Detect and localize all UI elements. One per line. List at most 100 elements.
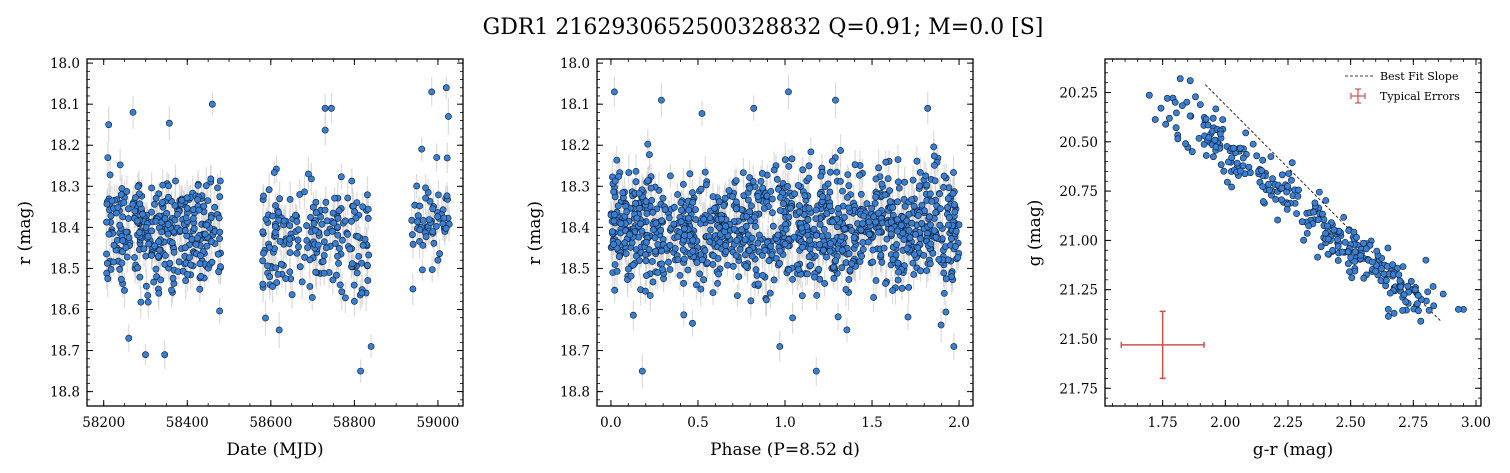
data-point [327, 104, 335, 112]
data-point [1414, 292, 1422, 299]
data-point [898, 284, 906, 292]
data-point [144, 292, 152, 299]
x-tick-label: 58200 [82, 415, 125, 431]
data-point [769, 209, 776, 217]
data-point [614, 202, 622, 210]
data-point [776, 259, 783, 267]
data-point [848, 260, 855, 268]
data-point [805, 253, 813, 261]
data-point [689, 236, 697, 244]
data-point [930, 152, 938, 160]
data-point [868, 204, 875, 212]
data-point [951, 201, 958, 208]
data-point [154, 252, 162, 260]
data-point [693, 259, 701, 266]
data-point [428, 88, 436, 96]
data-point [744, 196, 752, 204]
data-point [722, 241, 729, 249]
data-point [1288, 176, 1295, 184]
data-point [739, 169, 747, 176]
panel-lightcurve: 58200 58400 58600 58800 59000 18.0 18.1 18.2 18.… [50, 56, 464, 431]
data-point [748, 252, 756, 260]
data-point [791, 190, 799, 198]
data-point [926, 260, 934, 268]
data-point [183, 204, 191, 212]
data-point [729, 262, 737, 270]
data-point [152, 265, 160, 273]
data-point [274, 270, 282, 278]
data-point [320, 269, 328, 277]
data-point [917, 267, 924, 275]
data-point [1329, 246, 1336, 254]
data-point [103, 218, 111, 226]
data-point [165, 182, 172, 190]
axes-frame [86, 58, 464, 407]
data-point [1351, 248, 1359, 256]
data-point [408, 216, 416, 224]
data-point [1324, 222, 1331, 230]
data-point [193, 234, 201, 242]
data-point [1424, 288, 1432, 296]
data-point [1182, 140, 1189, 148]
y-tick-label: 21.75 [1059, 381, 1098, 397]
data-point [136, 200, 144, 208]
data-point [264, 262, 271, 270]
data-point [1259, 198, 1267, 205]
data-point [259, 257, 267, 265]
data-point [642, 257, 650, 265]
data-point [642, 198, 650, 205]
data-point [320, 238, 328, 246]
y-tick-label: 18.8 [50, 385, 80, 401]
data-point [769, 222, 777, 230]
data-point [944, 204, 951, 211]
x-tick-label: 2.50 [1336, 415, 1366, 431]
data-point [207, 238, 215, 245]
data-point [880, 244, 888, 252]
data-point [894, 276, 902, 284]
data-point [863, 200, 871, 208]
data-point [625, 265, 632, 273]
data-point [796, 208, 803, 216]
data-point [1230, 144, 1237, 152]
data-point [144, 232, 152, 240]
data-point [689, 189, 696, 196]
data-point [1346, 268, 1353, 275]
data-point [767, 187, 775, 195]
data-point [812, 206, 820, 214]
data-point [328, 227, 336, 235]
data-point [155, 289, 163, 297]
data-point [785, 266, 793, 274]
data-point [1348, 274, 1356, 282]
data-point [142, 282, 150, 290]
data-point [286, 222, 294, 229]
data-point [335, 207, 343, 215]
data-point [754, 239, 762, 247]
data-point [882, 158, 890, 166]
data-point [1183, 98, 1191, 106]
data-point [359, 203, 367, 211]
data-point [908, 196, 916, 203]
data-point [422, 184, 429, 192]
y-tick-label: 20.50 [1059, 135, 1098, 151]
data-point [811, 273, 818, 281]
data-point [830, 274, 838, 282]
data-point [883, 235, 891, 243]
data-point [918, 219, 926, 227]
data-point [869, 258, 877, 266]
data-point [142, 351, 149, 359]
data-point [330, 219, 338, 227]
data-point [666, 266, 674, 273]
data-point [140, 245, 148, 253]
data-point [611, 211, 618, 219]
data-point [350, 281, 358, 289]
data-point [164, 230, 172, 238]
data-point [293, 218, 301, 225]
data-point [425, 216, 433, 223]
data-point [768, 251, 776, 259]
data-point [1407, 277, 1415, 285]
data-point [751, 213, 758, 221]
data-point [681, 225, 688, 233]
data-point [923, 267, 931, 274]
y-tick-label: 20.25 [1059, 86, 1098, 102]
